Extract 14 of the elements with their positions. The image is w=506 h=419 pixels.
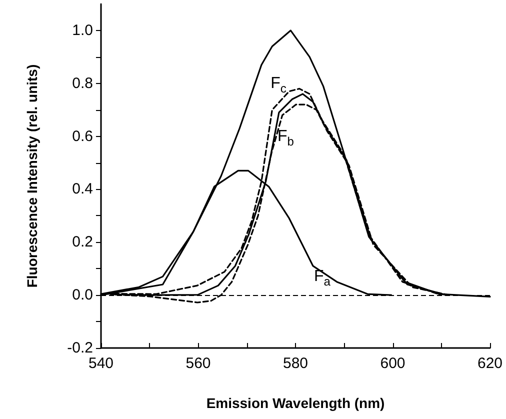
x-tick-label: 560	[186, 355, 211, 372]
x-tick-label: 600	[380, 355, 406, 372]
x-axis-title: Emission Wavelength (nm)	[206, 395, 385, 411]
y-tick-label: 0.4	[72, 180, 93, 198]
x-tick-label: 540	[88, 355, 114, 372]
y-tick-label: 0.2	[72, 234, 93, 251]
y-axis-title: Fluorescence Intensity (rel. units)	[24, 64, 40, 288]
x-tick-label: 620	[477, 355, 503, 372]
y-tick-label: 0.6	[72, 128, 93, 145]
y-tick-label: 0.0	[72, 286, 93, 304]
y-tick-label: 1.0	[72, 22, 93, 39]
y-tick-label: -0.2	[67, 340, 93, 356]
y-tick-label: 0.8	[72, 74, 93, 92]
x-tick-label: 580	[282, 355, 308, 372]
